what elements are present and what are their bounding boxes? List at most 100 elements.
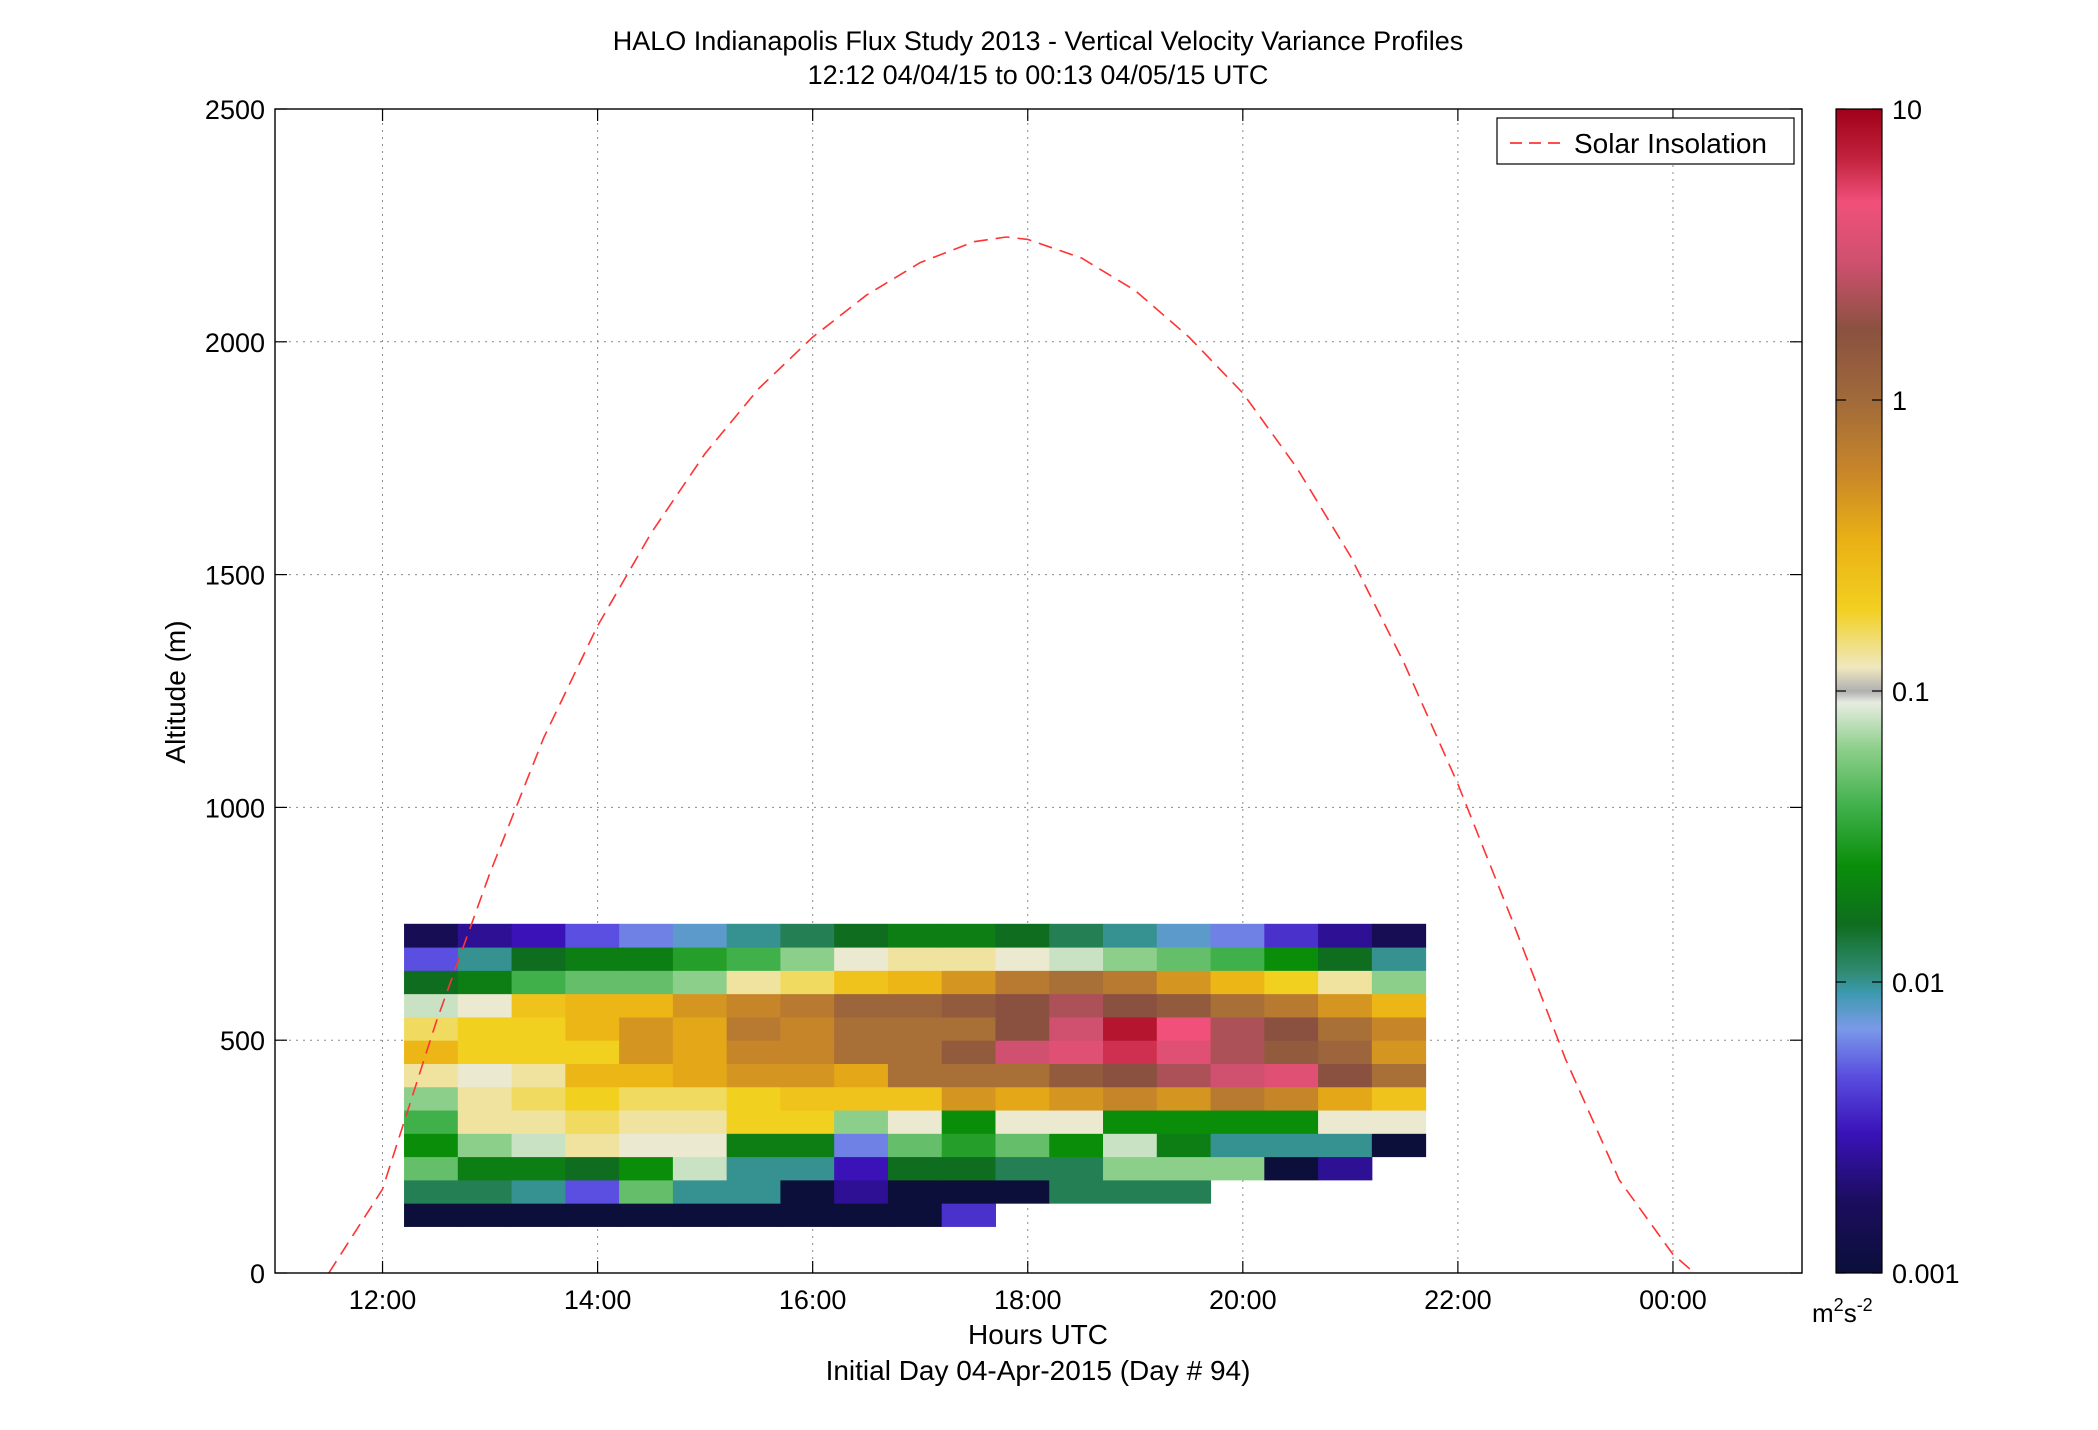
heatmap-cell — [1264, 1086, 1319, 1111]
heatmap-cell — [619, 1156, 674, 1181]
heatmap-cell — [404, 1133, 459, 1158]
heatmap-cell — [1156, 1133, 1212, 1158]
x-axis-ticks: 12:00 14:00 16:00 18:00 20:00 22:00 00:00 — [349, 109, 1707, 1315]
heatmap-cell — [941, 1040, 996, 1064]
heatmap-cell — [565, 947, 620, 971]
heatmap-cell — [834, 1110, 889, 1134]
x-tick-label: 18:00 — [994, 1285, 1062, 1315]
heatmap-cell — [995, 993, 1050, 1018]
heatmap-cell — [404, 1179, 459, 1204]
heatmap-cell — [1210, 1016, 1265, 1041]
heatmap-cell — [1103, 970, 1158, 995]
heatmap-cell — [457, 1133, 513, 1158]
heatmap-cell — [511, 1133, 566, 1158]
heatmap-cell — [726, 993, 781, 1018]
heatmap-cell — [1210, 1063, 1265, 1088]
heatmap-cell — [887, 1156, 943, 1181]
heatmap-cell — [1049, 1086, 1104, 1111]
heatmap-cell — [834, 1063, 889, 1088]
heatmap-cell — [404, 1086, 459, 1111]
heatmap-cell — [1371, 993, 1427, 1018]
heatmap-cell — [1156, 1156, 1212, 1181]
heatmap-cell — [1264, 1133, 1319, 1158]
heatmap-cell — [1264, 923, 1319, 948]
heatmap-cell — [941, 1086, 996, 1111]
heatmap-cell — [565, 1086, 620, 1111]
heatmap-cell — [457, 993, 513, 1018]
heatmap-cell — [995, 1040, 1050, 1064]
heatmap-cell — [1371, 1040, 1427, 1064]
heatmap-cell — [457, 947, 513, 971]
heatmap-cell — [1371, 1133, 1427, 1158]
heatmap-cell — [1210, 947, 1265, 971]
heatmap-cell — [511, 923, 566, 948]
heatmap-cell — [834, 1086, 889, 1111]
heatmap-cell — [619, 1110, 674, 1134]
heatmap-cell — [404, 1063, 459, 1088]
heatmap-cell — [457, 970, 513, 995]
heatmap-cell — [1049, 1156, 1104, 1181]
heatmap-cell — [619, 1133, 674, 1158]
heatmap-cell — [565, 1110, 620, 1134]
heatmap-cell — [834, 1179, 889, 1204]
heatmap-cell — [1318, 1063, 1373, 1088]
y-tick-label: 500 — [220, 1026, 265, 1056]
heatmap-cell — [780, 1040, 835, 1064]
heatmap-cell — [1371, 1016, 1427, 1041]
heatmap-cell — [834, 1040, 889, 1064]
heatmap-cell — [726, 1110, 781, 1134]
heatmap-cell — [726, 1203, 781, 1227]
heatmap-cell — [887, 1133, 943, 1158]
heatmap-cell — [726, 1040, 781, 1064]
heatmap-cell — [1264, 1110, 1319, 1134]
heatmap-cell — [511, 1110, 566, 1134]
heatmap-cell — [780, 1110, 835, 1134]
heatmap-cell — [1156, 1016, 1212, 1041]
x-tick-label: 12:00 — [349, 1285, 417, 1315]
heatmap-cell — [457, 1156, 513, 1181]
heatmap-cell — [672, 923, 728, 948]
heatmap-cell — [457, 1203, 513, 1227]
heatmap-cell — [726, 970, 781, 995]
x-tick-label: 22:00 — [1424, 1285, 1492, 1315]
heatmap-cell — [941, 1156, 996, 1181]
heatmap-cell — [672, 1086, 728, 1111]
heatmap-cell — [672, 1110, 728, 1134]
heatmap-cell — [995, 1156, 1050, 1181]
heatmap-cell — [941, 1179, 996, 1204]
heatmap-cell — [995, 1179, 1050, 1204]
heatmap-cell — [1264, 970, 1319, 995]
heatmap-cell — [619, 1203, 674, 1227]
heatmap-cell — [1103, 1110, 1158, 1134]
heatmap-cell — [834, 970, 889, 995]
y-axis-label: Altitude (m) — [160, 620, 191, 763]
heatmap-cell — [726, 1016, 781, 1041]
heatmap-cell — [941, 1133, 996, 1158]
heatmap-cell — [404, 1203, 459, 1227]
heatmap-cell — [1103, 993, 1158, 1018]
heatmap-cell — [941, 993, 996, 1018]
heatmap-cell — [1103, 1179, 1158, 1204]
heatmap-cell — [457, 1063, 513, 1088]
heatmap-cell — [511, 1179, 566, 1204]
heatmap-cell — [1264, 1040, 1319, 1064]
legend: Solar Insolation — [1496, 117, 1795, 165]
heatmap-cell — [672, 947, 728, 971]
chart-subtitle: 12:12 04/04/15 to 00:13 04/05/15 UTC — [808, 60, 1269, 90]
heatmap-cell — [1318, 970, 1373, 995]
heatmap-cell — [1156, 1040, 1212, 1064]
heatmap-cell — [1103, 947, 1158, 971]
heatmap-cell — [941, 923, 996, 948]
heatmap-cell — [457, 1110, 513, 1134]
heatmap-cell — [457, 1179, 513, 1204]
heatmap-cell — [887, 1063, 943, 1088]
heatmap-cell — [780, 1133, 835, 1158]
heatmap-cell — [887, 947, 943, 971]
heatmap-cell — [941, 1063, 996, 1088]
heatmap-cell — [726, 947, 781, 971]
heatmap-cell — [834, 923, 889, 948]
heatmap-cell — [834, 947, 889, 971]
heatmap-cell — [404, 923, 459, 948]
heatmap-cell — [511, 1156, 566, 1181]
chart-title: HALO Indianapolis Flux Study 2013 - Vert… — [613, 26, 1463, 56]
